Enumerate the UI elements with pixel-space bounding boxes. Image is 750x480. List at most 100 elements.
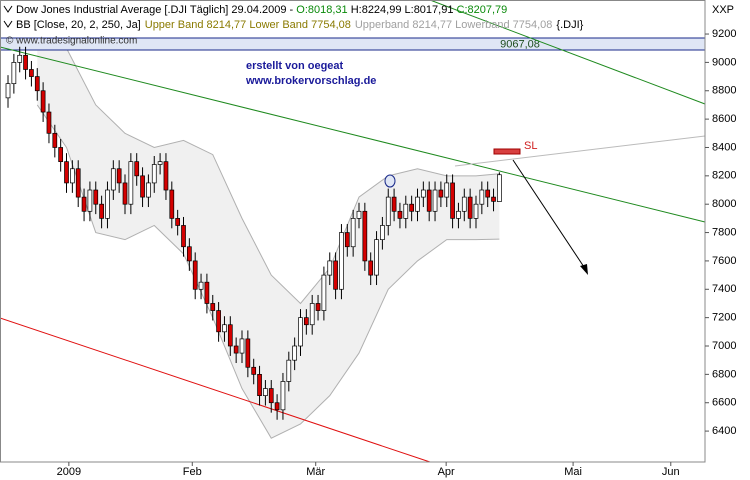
y-tick-label: 8000 (712, 198, 736, 210)
candle-body (397, 210, 403, 219)
candle-body (46, 111, 52, 134)
band-layer (36, 47, 500, 439)
candle-body (233, 345, 239, 354)
y-tick-label: 8800 (712, 85, 736, 97)
lower-band (36, 104, 500, 439)
candle-body (93, 189, 99, 205)
candle-body (75, 168, 81, 198)
y-tick-label: 6400 (712, 425, 736, 437)
candle-body (146, 182, 151, 198)
candle-body (251, 366, 257, 375)
corner-label: XXP (712, 4, 734, 16)
candle-body (298, 317, 303, 347)
y-tick-label: 6800 (712, 368, 736, 380)
candle-body (181, 225, 186, 248)
candle-body (368, 260, 374, 276)
candle-body (315, 303, 321, 311)
candle-body (374, 239, 379, 276)
candle-body (110, 168, 116, 191)
candle-body (58, 147, 64, 163)
x-tick-label: Apr (438, 466, 455, 478)
close-value: C:8207,79 (457, 4, 508, 16)
plot-frame (0, 0, 706, 463)
stop-loss-bar (493, 148, 521, 155)
candle-body (321, 274, 327, 311)
y-tick-label: 8400 (712, 141, 736, 153)
x-tick-label: 2009 (57, 466, 81, 478)
candle-body (17, 54, 23, 63)
candle-body (286, 359, 292, 382)
x-tick-label: Mai (564, 466, 582, 478)
trend-line (0, 317, 431, 463)
candle-body (187, 246, 192, 262)
candle-body (169, 189, 175, 219)
trend-line (454, 135, 706, 167)
candle-body (344, 232, 350, 248)
candle-body (444, 182, 450, 198)
y-tick-label: 7400 (712, 283, 736, 295)
y-tick-label: 7200 (712, 312, 736, 324)
candle-body (327, 260, 333, 276)
candle-body (292, 345, 297, 361)
candle-body (350, 218, 356, 248)
candle-body (491, 196, 496, 202)
candle-body (362, 210, 368, 262)
candle-body (157, 161, 163, 165)
y-tick-label: 7800 (712, 226, 736, 238)
arrow-head (580, 264, 588, 275)
candle-body (263, 388, 268, 396)
stop-label: SL (524, 140, 537, 152)
candle-body (151, 164, 157, 184)
candle-body (34, 76, 40, 92)
candle-body (99, 203, 104, 219)
candle-body (432, 189, 438, 212)
candle-body (175, 218, 181, 226)
trend-line (429, 0, 706, 105)
candle-body (479, 189, 485, 205)
candle-body (409, 203, 414, 212)
candle-body (87, 189, 93, 212)
upper-band (37, 47, 500, 305)
author: erstellt von oegeat (246, 60, 344, 72)
candle-body (163, 161, 169, 191)
candle-body (116, 168, 122, 184)
y-tick-label: 8600 (712, 113, 736, 125)
candle-body (122, 182, 128, 205)
high-low-value: H:8224,99 L:8017,91 (348, 4, 457, 16)
candle-body (456, 210, 461, 219)
candle-body (52, 132, 58, 148)
candle-body (40, 90, 46, 113)
y-tick-label: 9000 (712, 56, 736, 68)
candle-body (426, 189, 432, 212)
candle-body (5, 83, 11, 99)
candle-body (309, 303, 315, 326)
icon (3, 5, 13, 13)
candle-body (415, 196, 420, 212)
candle-body (70, 168, 75, 184)
candle-body (391, 196, 397, 212)
candle-body (461, 196, 467, 212)
indicator-symbol: {.DJI} (556, 19, 583, 31)
candle-body (420, 189, 426, 198)
watermark: © www.tradesignalonline.com (6, 36, 137, 47)
candle-body (303, 317, 309, 326)
candle-body (339, 232, 344, 290)
candle-layer (5, 46, 502, 420)
candle-body (227, 324, 233, 347)
y-tick-label: 6600 (712, 397, 736, 409)
open-value: O:8018,31 (296, 4, 347, 16)
candle-body (467, 196, 473, 219)
candle-body (380, 225, 385, 241)
candle-body (222, 324, 227, 333)
icon (3, 20, 13, 28)
y-tick-label: 9200 (712, 28, 736, 40)
candle-body (245, 338, 251, 368)
x-tick-label: Jun (662, 466, 680, 478)
candle-body (333, 260, 338, 290)
candle-body (473, 203, 479, 219)
candle-body (497, 174, 502, 202)
candle-body (257, 374, 262, 396)
header-line-1: Dow Jones Industrial Average [.DJI Tägli… (16, 4, 507, 16)
indicator: BB [Close, 20, 2, 250, Ja] (16, 19, 141, 31)
